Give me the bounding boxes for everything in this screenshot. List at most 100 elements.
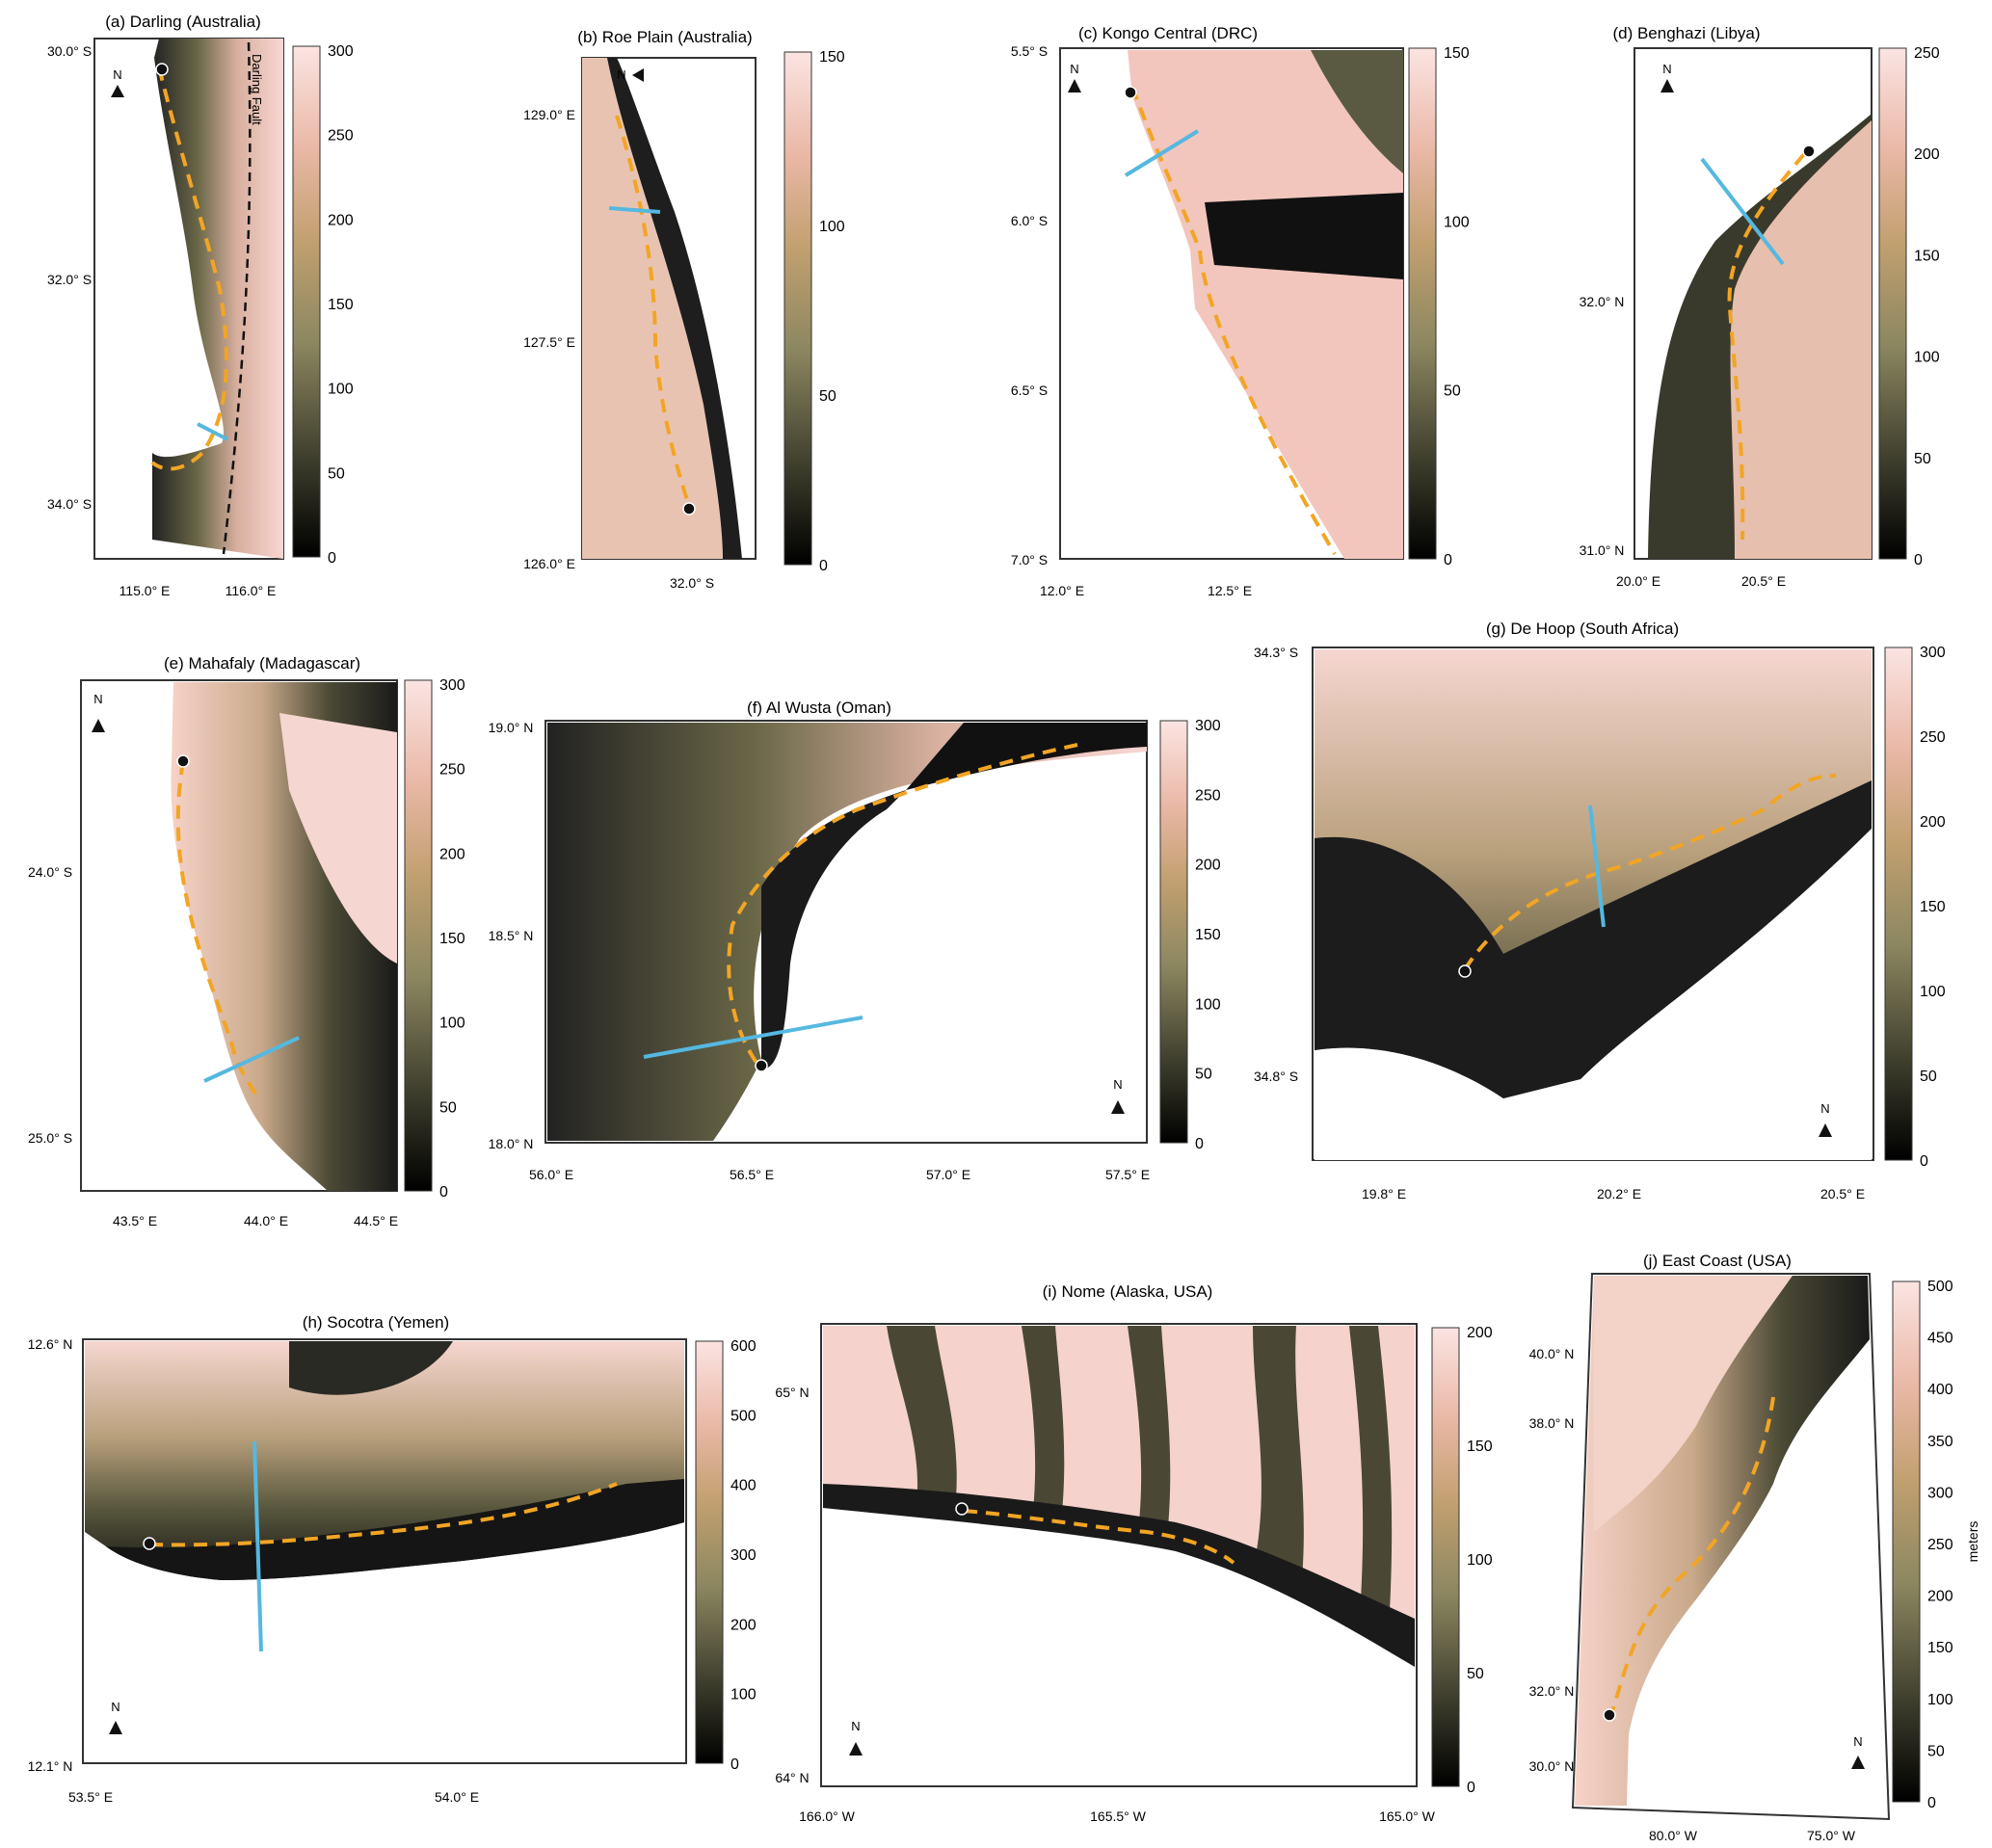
panel-f-lon-label: 56.5° E [730, 1167, 774, 1182]
panel-g-marker [1458, 964, 1472, 978]
panel-c: (c) Kongo Central (DRC) N 5.5° S 6.0° S … [1011, 24, 1470, 598]
colorbar-tick-label: 150 [439, 931, 465, 947]
panel-c-river [1205, 193, 1403, 279]
colorbar-tick-label: 200 [439, 846, 465, 862]
panel-b-lat-label: 129.0° E [523, 107, 575, 122]
panel-e: (e) Mahafaly (Madagascar) N 24.0° S 25.0… [28, 654, 465, 1228]
panel-c-lon-label: 12.5° E [1208, 583, 1252, 598]
panel-j-north-arrow-icon [1851, 1756, 1865, 1769]
panel-g-lon-label: 20.2° E [1597, 1186, 1641, 1201]
panel-i-lon-label: 166.0° W [799, 1808, 856, 1824]
panel-j-lon-label: 75.0° W [1807, 1828, 1856, 1843]
colorbar-tick-label: 0 [1920, 1153, 1928, 1170]
panel-i-lowland [823, 1484, 1415, 1667]
panel-j: (j) East Coast (USA) N 40.0° N 38.0° N 3… [1529, 1252, 1980, 1843]
panel-f-north-label: N [1113, 1077, 1122, 1092]
colorbar-tick-label: 250 [1920, 729, 1946, 746]
colorbar-tick-label: 300 [328, 43, 354, 60]
panel-d-transect [1700, 157, 1785, 266]
panel-b-terrain [582, 58, 723, 559]
panel-g-north-label: N [1820, 1101, 1829, 1116]
panel-c-lat-label: 5.5° S [1011, 43, 1048, 59]
panel-i-title: (i) Nome (Alaska, USA) [1043, 1282, 1213, 1301]
colorbar-tick-label: 150 [1444, 45, 1470, 62]
colorbar-tick-label: 0 [819, 558, 828, 574]
panel-i-lon-label: 165.5° W [1090, 1808, 1147, 1824]
colorbar-tick-label: 100 [1914, 350, 1940, 366]
panel-b-scarp-line [615, 115, 691, 507]
colorbar-tick-label: 50 [1927, 1743, 1945, 1759]
colorbar-tick-label: 250 [328, 128, 354, 145]
panel-g-scarp-line [1463, 774, 1837, 971]
panel-h-lat-label: 12.6° N [28, 1336, 73, 1352]
colorbar-tick-label: 150 [1920, 899, 1946, 915]
panel-e-highland [279, 713, 397, 964]
panel-c-marker [1124, 86, 1137, 99]
panel-f: (f) Al Wusta (Oman) N 19.0° N 18.5° N 18… [489, 699, 1221, 1182]
colorbar-tick-label: 250 [1195, 787, 1221, 804]
panel-h-lon-label: 54.0° E [435, 1789, 479, 1805]
panel-c-scarp-line [1130, 86, 1337, 556]
panel-j-lat-label: 40.0° N [1529, 1346, 1575, 1361]
panel-j-title: (j) East Coast (USA) [1643, 1252, 1792, 1270]
panel-f-terrain [547, 723, 1147, 1141]
panel-j-north-label: N [1853, 1734, 1862, 1749]
panel-e-transect [203, 1036, 300, 1083]
colorbar-tick-label: 200 [1927, 1589, 1953, 1605]
panel-b-transect [608, 206, 661, 214]
colorbar-tick-label: 0 [1195, 1136, 1204, 1152]
panel-h-lon-label: 53.5° E [68, 1789, 113, 1805]
panel-a-lon-label: 115.0° E [120, 583, 171, 598]
panel-i: (i) Nome (Alaska, USA) N 65° N 64° N 166… [775, 1282, 1492, 1824]
panel-g-transect [1588, 805, 1606, 928]
colorbar-tick-label: 350 [1927, 1434, 1953, 1450]
panel-g-lowland [1315, 780, 1872, 1098]
panel-h-marker [143, 1537, 156, 1550]
colorbar-tick-label: 200 [1914, 146, 1940, 163]
panel-g-lat-label: 34.8° S [1254, 1069, 1298, 1084]
panel-i-scarp-line [963, 1509, 1235, 1565]
colorbar-tick-label: 50 [819, 388, 837, 405]
panel-c-title: (c) Kongo Central (DRC) [1078, 24, 1258, 42]
panel-e-north-arrow-icon [92, 719, 105, 732]
panel-a-north-arrow-icon [111, 85, 124, 97]
panel-i-colorbar [1431, 1327, 1460, 1787]
panel-h-title: (h) Socotra (Yemen) [303, 1313, 449, 1332]
panel-b-colorbar [784, 51, 812, 566]
panel-j-scarp-line [1609, 1396, 1775, 1716]
panel-a-marker [155, 63, 169, 76]
colorbar-tick-label: 300 [1920, 645, 1946, 661]
panel-g-lat-label: 34.3° S [1254, 645, 1298, 660]
panel-c-lat-label: 6.5° S [1011, 383, 1048, 398]
colorbar-tick-label: 100 [1920, 984, 1946, 1000]
panel-d-lon-label: 20.5° E [1741, 573, 1786, 589]
panel-e-lon-label: 44.5° E [354, 1213, 398, 1228]
panel-a-transect [197, 422, 228, 441]
colorbar-tick-label: 200 [1195, 858, 1221, 874]
panel-e-marker [176, 754, 190, 768]
colorbar-tick-label: 0 [1927, 1795, 1936, 1811]
panel-e-lat-label: 25.0° S [28, 1130, 72, 1146]
colorbar-tick-label: 0 [439, 1184, 448, 1201]
panel-b: (b) Roe Plain (Australia) N 129.0° E 127… [523, 28, 845, 591]
panel-d-colorbar [1878, 47, 1907, 560]
panel-a-colorbar [292, 45, 321, 558]
panel-j-lon-label: 80.0° W [1649, 1828, 1698, 1843]
panel-a-lat-label: 34.0° S [47, 496, 92, 512]
panel-c-north-label: N [1070, 62, 1078, 76]
panel-h-north-arrow-icon [109, 1721, 122, 1734]
colorbar-tick-label: 400 [1927, 1382, 1953, 1398]
colorbar-tick-label: 50 [1467, 1666, 1484, 1682]
panel-c-lat-label: 7.0° S [1011, 552, 1048, 568]
panel-j-marker [1603, 1708, 1616, 1722]
panel-c-lat-label: 6.0° S [1011, 213, 1048, 228]
panel-f-lon-label: 56.0° E [529, 1167, 573, 1182]
panel-a-lon-label: 116.0° E [226, 583, 277, 598]
panel-a-fault-label: Darling Fault [250, 54, 264, 125]
colorbar-tick-label: 0 [1467, 1780, 1475, 1796]
panel-j-lat-label: 32.0° N [1529, 1683, 1575, 1699]
colorbar-tick-label: 50 [328, 465, 345, 482]
panel-d-lat-label: 32.0° N [1580, 294, 1625, 309]
colorbar-tick-label: 300 [1927, 1485, 1953, 1501]
